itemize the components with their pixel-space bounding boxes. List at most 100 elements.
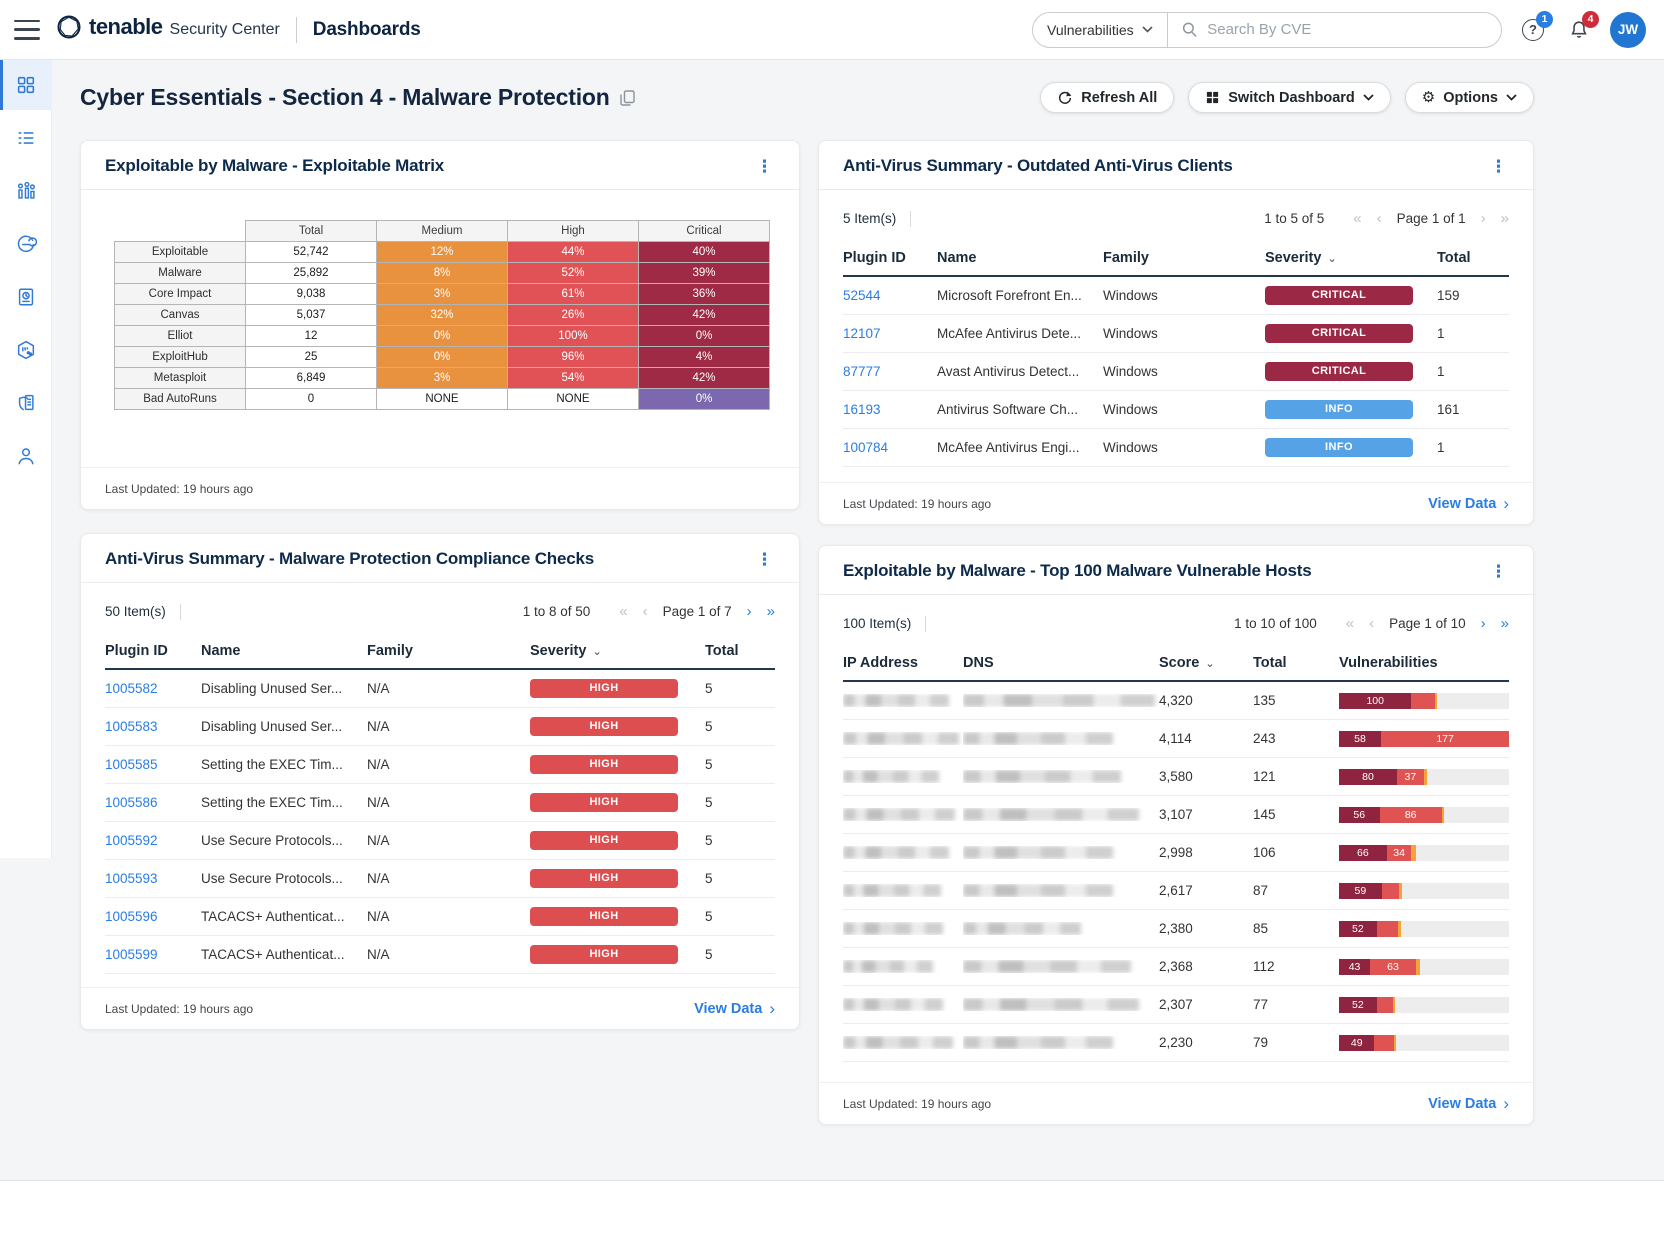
first-page-button[interactable]: «: [1353, 210, 1361, 227]
brand[interactable]: tenable Security Center: [56, 14, 280, 45]
view-data-link[interactable]: View Data›: [1428, 1094, 1509, 1114]
sidebar-item-repositories[interactable]: [0, 325, 52, 375]
sidebar-item-policies[interactable]: [0, 378, 52, 428]
severity-bar-segment: [1435, 693, 1437, 709]
search-scope-dropdown[interactable]: Vulnerabilities: [1033, 13, 1168, 47]
plugin-id-link[interactable]: 12107: [843, 326, 881, 341]
column-header-name: Name: [201, 643, 367, 659]
last-page-button[interactable]: »: [767, 603, 775, 620]
dashboard-icon: [15, 74, 37, 96]
severity-bar-segment: [1377, 921, 1399, 937]
previous-page-button[interactable]: ‹: [1369, 615, 1374, 632]
panel-top-vulnerable-hosts: Exploitable by Malware - Top 100 Malware…: [818, 545, 1534, 1125]
severity-cell: CRITICAL: [1265, 324, 1437, 343]
severity-bar-segment: [1374, 1035, 1394, 1051]
search-input[interactable]: [1207, 21, 1487, 38]
column-header-label[interactable]: Severity: [530, 643, 586, 659]
name-cell: Setting the EXEC Tim...: [201, 795, 367, 810]
plugin-id-link[interactable]: 1005585: [105, 757, 158, 772]
last-updated: Last Updated: 19 hours ago: [105, 1002, 253, 1016]
sidebar-item-assets[interactable]: [0, 166, 52, 216]
redacted-ip: [843, 884, 941, 897]
global-search: Vulnerabilities: [1032, 12, 1502, 48]
options-button[interactable]: ⚙ Options: [1405, 82, 1534, 113]
dns-cell: [963, 770, 1159, 783]
sort-chevron-icon[interactable]: ⌄: [592, 646, 601, 658]
first-page-button[interactable]: «: [619, 603, 627, 620]
hamburger-menu-icon[interactable]: [14, 20, 40, 40]
matrix-row-label: Core Impact: [115, 284, 246, 305]
column-header-label[interactable]: Severity: [1265, 250, 1321, 266]
switch-dashboard-button[interactable]: Switch Dashboard: [1188, 82, 1391, 113]
copy-dashboard-icon[interactable]: [620, 90, 635, 106]
score-cell: 4,320: [1159, 693, 1253, 708]
sidebar-item-dashboards[interactable]: [0, 60, 52, 110]
sort-chevron-icon[interactable]: ⌄: [1327, 253, 1336, 265]
table-body: 52544Microsoft Forefront En...WindowsCRI…: [819, 277, 1533, 467]
matrix-row-label: ExploitHub: [115, 347, 246, 368]
plugin-id-link[interactable]: 16193: [843, 402, 881, 417]
view-data-link[interactable]: View Data›: [1428, 494, 1509, 514]
first-page-button[interactable]: «: [1346, 615, 1354, 632]
plugin-id-link[interactable]: 87777: [843, 364, 881, 379]
shield-document-icon: [15, 392, 37, 414]
matrix-value-cell: 100%: [508, 326, 639, 347]
plugin-id-link[interactable]: 1005583: [105, 719, 158, 734]
table-toolbar: 5 Item(s)1 to 5 of 5«‹Page 1 of 1›»: [819, 190, 1533, 241]
column-header-label: Plugin ID: [105, 643, 168, 659]
plugin-id-link[interactable]: 1005593: [105, 871, 158, 886]
plugin-id-link[interactable]: 1005582: [105, 681, 158, 696]
ip-address-cell: [843, 998, 963, 1011]
sidebar-item-scans[interactable]: [0, 219, 52, 269]
severity-bar-segment: [1398, 921, 1400, 937]
plugin-id-link[interactable]: 52544: [843, 288, 881, 303]
plugin-id-link[interactable]: 100784: [843, 440, 888, 455]
view-data-link[interactable]: View Data›: [694, 999, 775, 1019]
severity-bar-segment: 66: [1339, 845, 1387, 861]
next-page-button[interactable]: ›: [1481, 210, 1486, 227]
help-button[interactable]: ? 1: [1518, 15, 1548, 45]
refresh-all-button[interactable]: Refresh All: [1040, 82, 1174, 113]
next-page-button[interactable]: ›: [747, 603, 752, 620]
last-updated: Last Updated: 19 hours ago: [105, 482, 253, 496]
severity-badge: CRITICAL: [1265, 324, 1413, 343]
dns-cell: [963, 732, 1159, 745]
severity-bar: 52: [1339, 997, 1509, 1013]
notifications-button[interactable]: 4: [1564, 15, 1594, 45]
plugin-id-cell: 1005583: [105, 719, 201, 734]
user-avatar[interactable]: JW: [1610, 12, 1646, 48]
total-cell: 5: [705, 833, 775, 848]
plugin-id-link[interactable]: 1005599: [105, 947, 158, 962]
table-row: 87777Avast Antivirus Detect...WindowsCRI…: [843, 353, 1509, 391]
matrix-value-cell: 44%: [508, 242, 639, 263]
next-page-button[interactable]: ›: [1481, 615, 1486, 632]
sort-chevron-icon[interactable]: ⌄: [1205, 658, 1214, 670]
severity-bar: 6634: [1339, 845, 1509, 861]
total-cell: 159: [1437, 288, 1509, 303]
previous-page-button[interactable]: ‹: [643, 603, 648, 620]
help-badge: 1: [1536, 11, 1553, 28]
redacted-dns: [963, 846, 1113, 859]
last-page-button[interactable]: »: [1501, 210, 1509, 227]
total-cell: 87: [1253, 883, 1339, 898]
plugin-id-link[interactable]: 1005596: [105, 909, 158, 924]
severity-bar: 4363: [1339, 959, 1509, 975]
last-page-button[interactable]: »: [1501, 615, 1509, 632]
severity-bar: 52: [1339, 921, 1509, 937]
kebab-menu-icon[interactable]: ⋮: [1486, 563, 1511, 580]
sidebar-item-users[interactable]: [0, 431, 52, 481]
plugin-id-cell: 1005593: [105, 871, 201, 886]
sidebar-item-analysis[interactable]: [0, 113, 52, 163]
previous-page-button[interactable]: ‹: [1377, 210, 1382, 227]
plugin-id-link[interactable]: 1005586: [105, 795, 158, 810]
kebab-menu-icon[interactable]: ⋮: [1486, 158, 1511, 175]
matrix-value-cell: 32%: [377, 305, 508, 326]
user-icon: [15, 445, 37, 467]
severity-badge: HIGH: [530, 717, 678, 736]
severity-bar-segment: 63: [1370, 959, 1416, 975]
plugin-id-link[interactable]: 1005592: [105, 833, 158, 848]
sidebar-item-reporting[interactable]: [0, 272, 52, 322]
kebab-menu-icon[interactable]: ⋮: [752, 551, 777, 568]
kebab-menu-icon[interactable]: ⋮: [752, 158, 777, 175]
column-header-label[interactable]: Score: [1159, 655, 1199, 671]
